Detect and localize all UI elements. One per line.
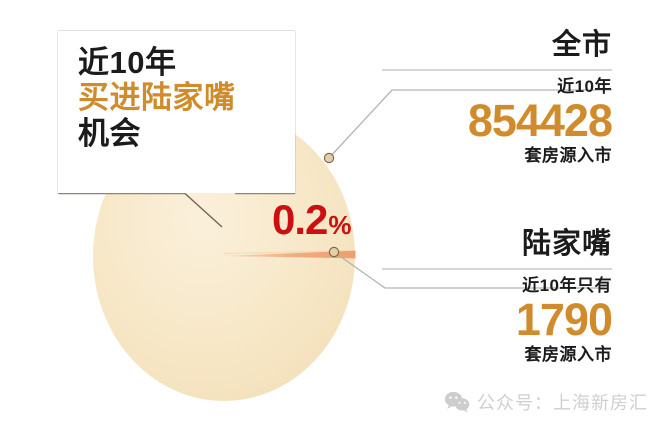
percent-value: 0.2 <box>272 196 328 243</box>
leader-line-lujiazui <box>328 246 605 289</box>
callout-tail <box>184 192 223 228</box>
stat-subtitle-lujiazui: 近10年只有 <box>522 276 612 296</box>
leader-dot-citywide <box>323 152 335 164</box>
stat-block-citywide: 全市 近10年 854428 套房源入市 <box>382 29 613 167</box>
stat-unit-citywide: 套房源入市 <box>524 145 612 165</box>
stat-divider-lujiazui <box>382 268 612 271</box>
pie-slice-lujiazui <box>224 250 356 259</box>
callout-line-2: 买进陆家嘴 <box>78 80 236 116</box>
stat-subtitle-citywide: 近10年 <box>557 77 612 97</box>
stat-title-lujiazui: 陆家嘴 <box>521 228 612 260</box>
stat-divider-citywide <box>382 69 612 72</box>
stat-unit-lujiazui: 套房源入市 <box>524 344 612 364</box>
callout-text: 近10年 买进陆家嘴 机会 <box>78 45 236 151</box>
percent-label: 0.2% <box>272 196 352 244</box>
callout-bubble: 近10年 买进陆家嘴 机会 <box>58 31 295 193</box>
stat-number-citywide: 854428 <box>467 94 613 146</box>
watermark-text: 公众号：上海新房汇 <box>477 393 648 413</box>
stat-block-lujiazui: 陆家嘴 近10年只有 1790 套房源入市 <box>382 228 613 366</box>
leader-line-citywide <box>323 89 612 164</box>
stat-number-lujiazui: 1790 <box>515 293 613 345</box>
watermark: 公众号：上海新房汇 <box>444 389 648 415</box>
callout-line-1: 近10年 <box>78 45 177 80</box>
leader-dot-lujiazui <box>328 246 340 258</box>
percent-sign: % <box>328 210 352 240</box>
wechat-icon <box>444 391 470 413</box>
stat-title-citywide: 全市 <box>551 29 612 61</box>
callout-line-3: 机会 <box>78 115 141 151</box>
